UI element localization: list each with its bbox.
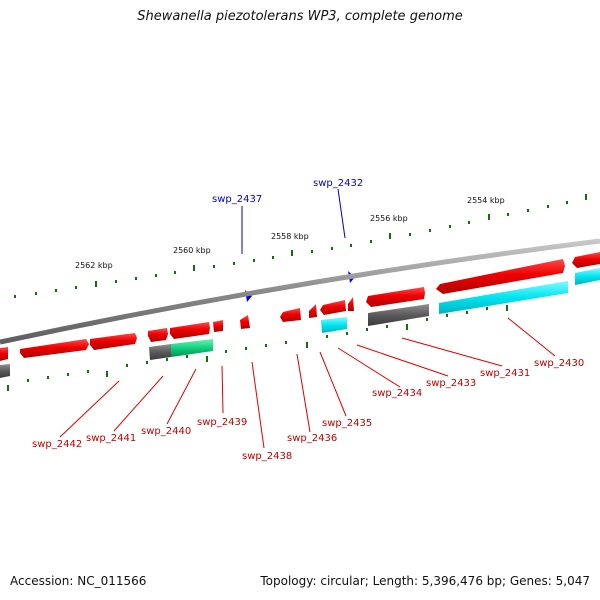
gene-swp-2439[interactable]: [213, 320, 223, 332]
gene-label-swp-2439: swp_2439: [197, 417, 247, 428]
gene-label-swp-2437: swp_2437: [212, 194, 262, 205]
gene-swp-2436[interactable]: [280, 308, 301, 322]
gene-label-swp-2431: swp_2431: [480, 368, 530, 379]
gene-label-swp-2430: swp_2430: [534, 358, 584, 369]
kbp-label-2556: 2556 kbp: [370, 214, 408, 223]
gene-swp-2440-misc[interactable]: [171, 339, 213, 357]
gene-swp-2441[interactable]: [90, 333, 137, 350]
gene-label-swp-2442: swp_2442: [32, 439, 82, 450]
gene-swp-2440-gene[interactable]: [149, 344, 171, 360]
gene-label-swp-2438: swp_2438: [242, 451, 292, 462]
outer-tick-ring: [14, 194, 587, 298]
gene-swp-2431-rna[interactable]: [439, 281, 568, 314]
gene-swp-2434-a[interactable]: [348, 297, 354, 311]
minus-strand-cds: [0, 252, 600, 361]
gene-swp-2430-rna[interactable]: [575, 268, 600, 285]
map-title: Shewanella piezotolerans WP3, complete g…: [137, 9, 463, 24]
gene-swp-2434[interactable]: [368, 304, 429, 326]
accession-text: Accession: NC_011566: [10, 574, 147, 588]
kbp-label-2558: 2558 kbp: [271, 232, 309, 241]
kbp-label-2554: 2554 kbp: [467, 196, 505, 205]
minus-strand-features: [0, 268, 600, 378]
kbp-label-2562: 2562 kbp: [75, 261, 113, 270]
gene-swp-2430[interactable]: [572, 252, 600, 268]
gene-label-swp-2433: swp_2433: [426, 378, 476, 389]
gene-label-swp-2432: swp_2432: [313, 178, 363, 189]
gene-feature-edge[interactable]: [0, 364, 10, 378]
gene-label-swp-2434: swp_2434: [372, 388, 422, 399]
gene-label-swp-2435: swp_2435: [322, 418, 372, 429]
gene-label-swp-2436: swp_2436: [287, 433, 337, 444]
gene-label-swp-2441: swp_2441: [86, 433, 136, 444]
kbp-label-2560: 2560 kbp: [173, 246, 211, 255]
leader-swp-2432: [337, 188, 346, 239]
gene-swp-2435-a[interactable]: [309, 304, 317, 318]
inner-tick-ring: [7, 305, 508, 391]
gene-cds-edge[interactable]: [0, 347, 8, 361]
gene-swp-2440-cds[interactable]: [148, 328, 168, 342]
genome-backbone: [0, 238, 600, 345]
gene-swp-2433[interactable]: [366, 287, 425, 307]
gene-swp-2431[interactable]: [436, 259, 565, 294]
gene-swp-2442[interactable]: [20, 339, 89, 358]
gene-swp-2438[interactable]: [240, 315, 250, 329]
gene-swp-2440-cds-b[interactable]: [170, 322, 210, 339]
gene-swp-2435-rna[interactable]: [321, 317, 347, 333]
topology-summary: Topology: circular; Length: 5,396,476 bp…: [260, 574, 590, 588]
minus-leader-lines: [59, 317, 556, 449]
gene-swp-2435[interactable]: [320, 300, 346, 315]
gene-label-swp-2440: swp_2440: [141, 426, 191, 437]
